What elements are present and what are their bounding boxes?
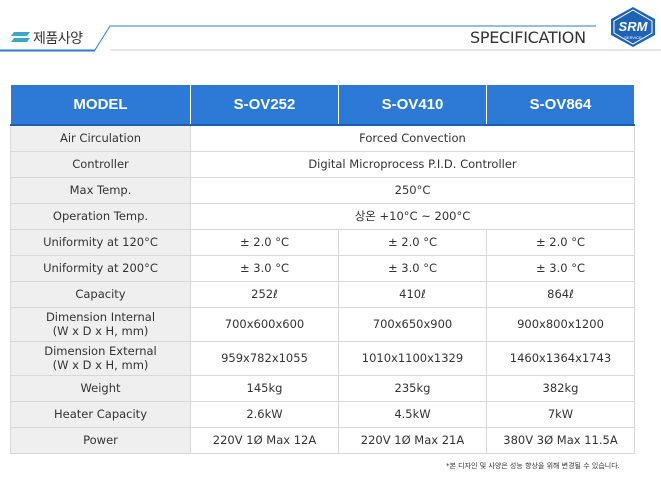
row-value: 959x782x1055 (190, 340, 339, 376)
row-label: Dimension External (W x D x H, mm) (10, 340, 191, 376)
row-label-line1: Dimension Internal (45, 310, 156, 324)
footnote: *본 디자인 및 사양은 성능 향상을 위해 변경될 수 있습니다. (446, 462, 620, 470)
row-value: 1460x1364x1743 (486, 340, 635, 376)
page-header: 제품사양 SPECIFICATION SRM SERVICE (0, 0, 661, 70)
row-label: Controller (10, 150, 191, 178)
table-row: Capacity 252ℓ 410ℓ 864ℓ (10, 280, 635, 308)
row-label: Max Temp. (10, 176, 191, 204)
row-label: Weight (10, 374, 191, 402)
row-value: 700x650x900 (338, 306, 487, 342)
row-value: ± 3.0 °C (338, 254, 487, 282)
page-title: 제품사양 (33, 31, 83, 47)
row-value: 380V 3Ø Max 11.5A (486, 426, 635, 454)
srm-logo-icon: SRM SERVICE (611, 7, 655, 47)
row-value: 864ℓ (486, 280, 635, 308)
row-value: 382kg (486, 374, 635, 402)
row-value: 252ℓ (190, 280, 339, 308)
row-label: Capacity (10, 280, 191, 308)
row-label: Uniformity at 200°C (10, 254, 191, 282)
table-row: Uniformity at 200°C ± 3.0 °C ± 3.0 °C ± … (10, 254, 635, 282)
row-label: Power (10, 426, 191, 454)
table-row: Weight 145kg 235kg 382kg (10, 374, 635, 402)
table-row: Operation Temp. 상온 +10°C ~ 200°C (10, 202, 635, 230)
row-value: 220V 1Ø Max 21A (338, 426, 487, 454)
specification-label: SPECIFICATION (470, 28, 586, 47)
row-value: 145kg (190, 374, 339, 402)
header-divider-line (0, 25, 661, 52)
row-value: 410ℓ (338, 280, 487, 308)
row-value: ± 3.0 °C (190, 254, 339, 282)
row-label-line2: (W x D x H, mm) (52, 358, 149, 372)
row-value: 900x800x1200 (486, 306, 635, 342)
row-label: Operation Temp. (10, 202, 191, 230)
row-value: 2.6kW (190, 400, 339, 428)
stripes-icon (11, 32, 30, 42)
svg-text:SRM: SRM (619, 19, 649, 34)
header-s-ov864: S-OV864 (486, 85, 635, 126)
row-value: 4.5kW (338, 400, 487, 428)
row-label: Uniformity at 120°C (10, 228, 191, 256)
row-value: ± 3.0 °C (486, 254, 635, 282)
row-label-line1: Dimension External (44, 344, 157, 358)
table-row: Controller Digital Microprocess P.I.D. C… (10, 150, 635, 178)
table-header-row: MODEL S-OV252 S-OV410 S-OV864 (10, 85, 635, 126)
row-value: 250°C (190, 176, 635, 204)
row-label: Air Circulation (10, 124, 191, 152)
row-value: ± 2.0 °C (190, 228, 339, 256)
table-row: Heater Capacity 2.6kW 4.5kW 7kW (10, 400, 635, 428)
row-value: Digital Microprocess P.I.D. Controller (190, 150, 635, 178)
header-s-ov252: S-OV252 (190, 85, 339, 126)
header-s-ov410: S-OV410 (338, 85, 487, 126)
row-label: Heater Capacity (10, 400, 191, 428)
row-value: 상온 +10°C ~ 200°C (190, 202, 635, 230)
row-value: 220V 1Ø Max 12A (190, 426, 339, 454)
row-value: 235kg (338, 374, 487, 402)
table-row: Dimension Internal (W x D x H, mm) 700x6… (10, 306, 635, 342)
row-value: ± 2.0 °C (338, 228, 487, 256)
row-label: Dimension Internal (W x D x H, mm) (10, 306, 191, 342)
row-value: ± 2.0 °C (486, 228, 635, 256)
header-model: MODEL (10, 85, 191, 126)
row-label-line2: (W x D x H, mm) (52, 324, 149, 338)
row-value: 700x600x600 (190, 306, 339, 342)
row-value: Forced Convection (190, 124, 635, 152)
table-row: Air Circulation Forced Convection (10, 124, 635, 152)
table-row: Uniformity at 120°C ± 2.0 °C ± 2.0 °C ± … (10, 228, 635, 256)
table-row: Power 220V 1Ø Max 12A 220V 1Ø Max 21A 38… (10, 426, 635, 454)
row-value: 1010x1100x1329 (338, 340, 487, 376)
table-row: Max Temp. 250°C (10, 176, 635, 204)
table-row: Dimension External (W x D x H, mm) 959x7… (10, 340, 635, 376)
svg-text:SERVICE: SERVICE (624, 35, 642, 40)
spec-table: MODEL S-OV252 S-OV410 S-OV864 Air Circul… (10, 85, 635, 454)
row-value: 7kW (486, 400, 635, 428)
